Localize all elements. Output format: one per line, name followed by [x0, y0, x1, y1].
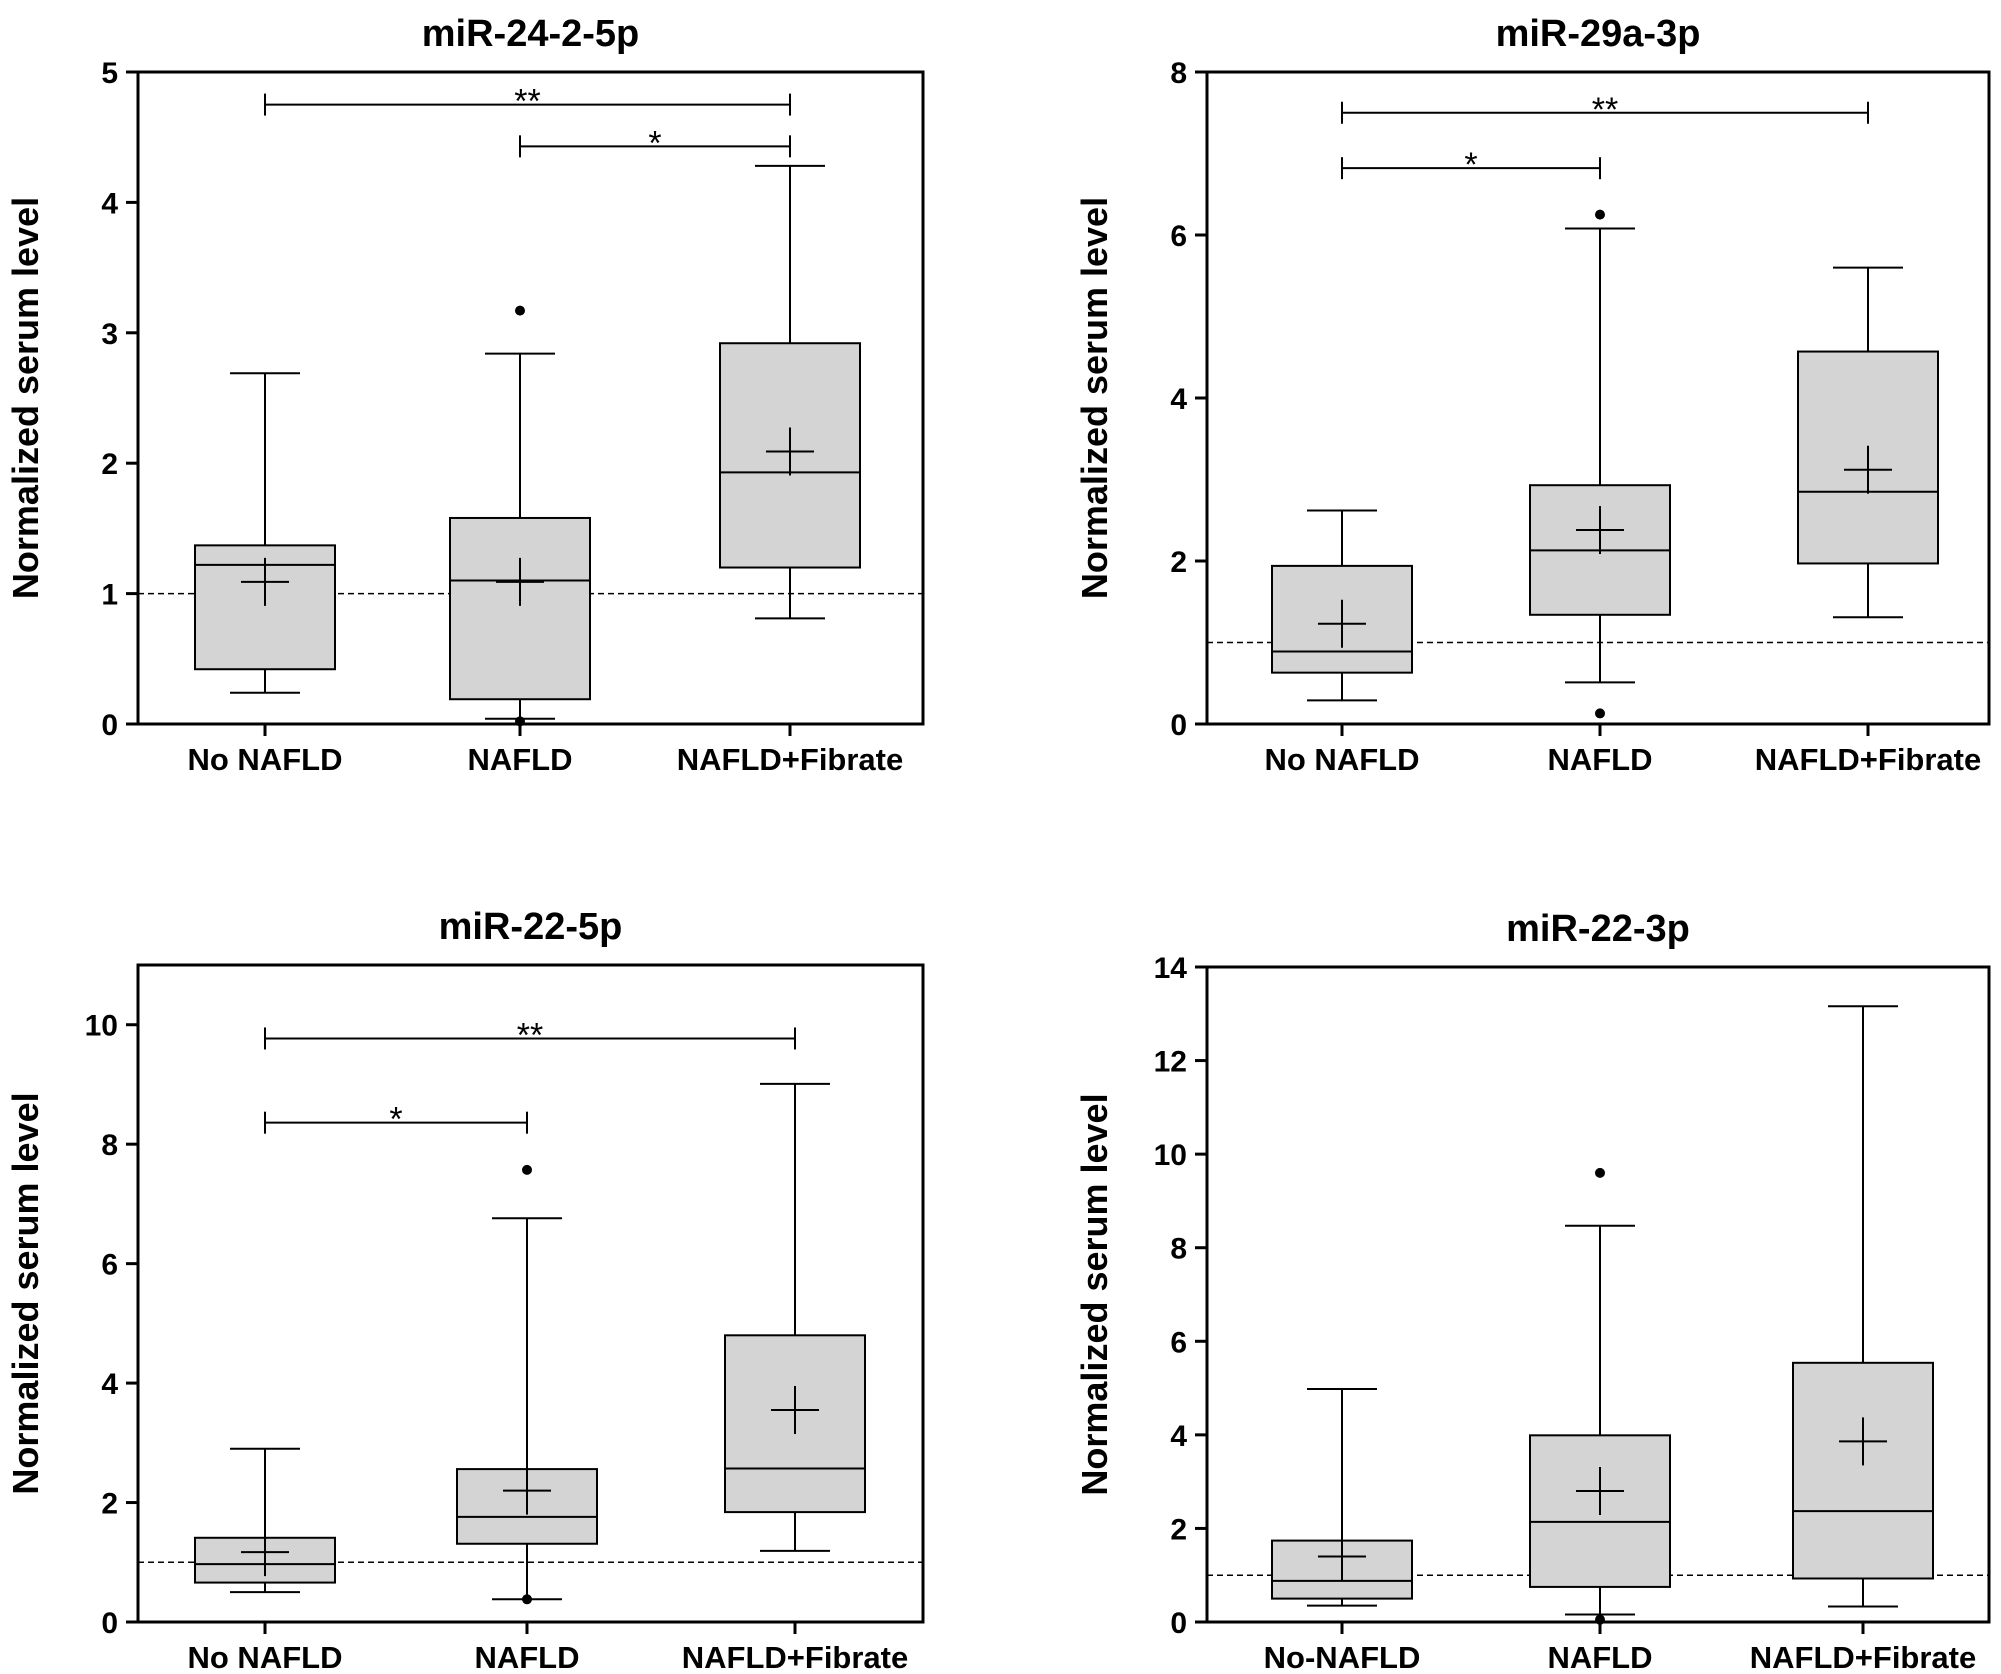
plot-frame [136, 963, 925, 1624]
panel-title: miR-24-2-5p [422, 13, 640, 55]
y-tick-label: 0 [101, 1607, 118, 1640]
y-tick-label: 6 [1170, 220, 1187, 253]
box-2 [456, 1164, 598, 1605]
box-3 [1797, 266, 1939, 619]
x-tick-label: NAFLD+Fibrate [682, 1640, 909, 1674]
box-3 [724, 1082, 866, 1552]
panel-title: miR-29a-3p [1496, 13, 1701, 55]
significance-bracket: * [1341, 146, 1601, 184]
y-tick-label: 8 [1170, 1233, 1187, 1266]
y-tick-label: 10 [1154, 1139, 1187, 1172]
y-tick-label: 6 [101, 1249, 118, 1282]
outlier-point [522, 1164, 532, 1175]
x-tick-label: NAFLD [474, 1640, 579, 1674]
iqr-box [449, 516, 591, 701]
significance-bracket: * [264, 1101, 528, 1139]
y-tick-label: 0 [1170, 1607, 1187, 1640]
significance-bracket: * [519, 124, 791, 162]
significance-label: ** [514, 83, 540, 121]
plot-frame [1205, 70, 1991, 726]
y-tick-label: 2 [1170, 1513, 1187, 1546]
box-1 [1271, 1388, 1413, 1607]
y-tick-label: 4 [101, 1368, 118, 1401]
x-tick-label: NAFLD [1547, 742, 1652, 777]
y-tick-label: 5 [101, 57, 118, 90]
box-2 [1529, 209, 1671, 719]
x-tick-label: NAFLD [467, 742, 572, 777]
box-3 [1792, 1005, 1934, 1608]
significance-label: * [1464, 146, 1477, 184]
significance-label: ** [1592, 91, 1618, 129]
box-1 [194, 372, 336, 694]
outlier-point [522, 1594, 532, 1605]
box-2 [449, 305, 591, 727]
y-tick-label: 3 [101, 318, 118, 351]
outlier-point [1595, 209, 1605, 220]
x-tick-label: No NAFLD [188, 1640, 343, 1674]
iqr-box [1792, 1361, 1934, 1580]
y-tick-label: 12 [1154, 1046, 1187, 1079]
y-tick-label: 2 [101, 1488, 118, 1521]
outlier-point [515, 305, 525, 316]
x-tick-label: NAFLD+Fibrate [1755, 742, 1982, 777]
outlier-point [1595, 1167, 1605, 1178]
box-2 [1529, 1167, 1671, 1625]
y-axis-label: Normalized serum level [1074, 197, 1115, 599]
y-tick-label: 1 [101, 579, 118, 612]
significance-bracket: ** [1341, 91, 1869, 129]
significance-bracket: ** [264, 1016, 796, 1054]
x-tick-label: No-NAFLD [1264, 1640, 1421, 1674]
box-3 [719, 164, 861, 620]
y-tick-label: 4 [101, 187, 118, 220]
y-axis-label: Normalized serum level [5, 1092, 46, 1494]
panel-mir-22-5p: miR-22-5p Normalized serum level No NAFL… [5, 906, 925, 1674]
y-axis-label: Normalized serum level [5, 197, 46, 599]
y-tick-label: 8 [101, 1129, 118, 1162]
y-tick-label: 6 [1170, 1326, 1187, 1359]
x-tick-label: NAFLD+Fibrate [677, 742, 904, 777]
x-tick-label: NAFLD+Fibrate [1750, 1640, 1977, 1674]
plot-frame [1205, 965, 1991, 1624]
y-tick-label: 10 [85, 1010, 118, 1043]
y-tick-label: 2 [101, 448, 118, 481]
plot-frame [136, 70, 925, 726]
x-tick-label: NAFLD [1547, 1640, 1652, 1674]
y-tick-label: 8 [1170, 57, 1187, 90]
panel-title: miR-22-5p [439, 906, 623, 948]
panel-mir-29a-3p: miR-29a-3p Normalized serum level No NAF… [1074, 13, 1991, 777]
outlier-point [1595, 708, 1605, 719]
x-tick-label: No NAFLD [188, 742, 343, 777]
significance-label: ** [517, 1016, 543, 1054]
y-tick-label: 4 [1170, 1420, 1187, 1453]
panel-mir-24-2-5p: miR-24-2-5p Normalized serum level No NA… [5, 13, 925, 777]
y-tick-label: 14 [1154, 952, 1188, 985]
y-tick-label: 4 [1170, 383, 1187, 416]
x-tick-label: No NAFLD [1265, 742, 1420, 777]
significance-label: * [648, 124, 661, 162]
y-tick-label: 0 [101, 709, 118, 742]
y-tick-label: 0 [1170, 709, 1187, 742]
panel-mir-22-3p: miR-22-3p Normalized serum level No-NAFL… [1074, 908, 1991, 1674]
y-tick-label: 2 [1170, 546, 1187, 579]
panel-title: miR-22-3p [1506, 908, 1690, 950]
y-axis-label: Normalized serum level [1074, 1093, 1115, 1495]
significance-bracket: ** [264, 83, 791, 121]
box-1 [1271, 509, 1413, 702]
significance-label: * [389, 1101, 402, 1139]
box-1 [194, 1447, 336, 1594]
